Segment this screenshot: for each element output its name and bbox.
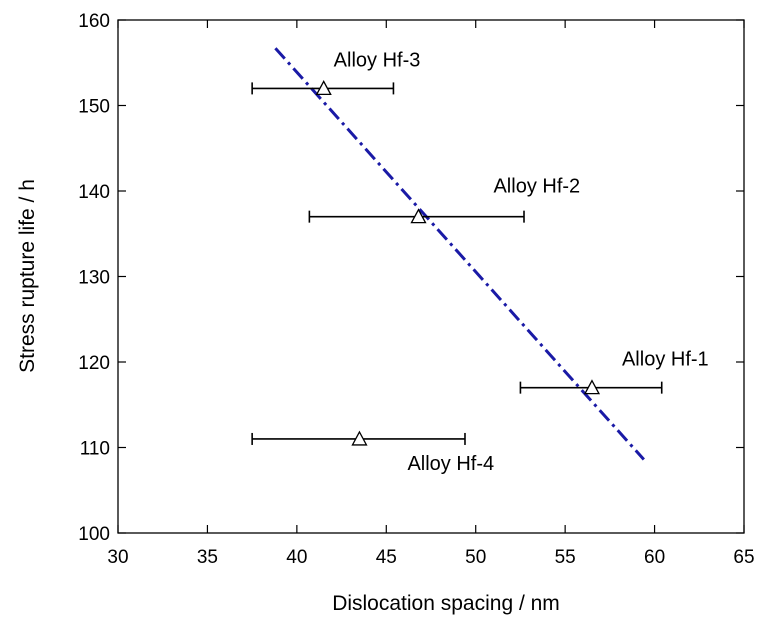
- y-tick-label: 160: [78, 11, 110, 32]
- point-label: Alloy Hf-3: [334, 49, 421, 71]
- x-tick-label: 65: [733, 547, 754, 568]
- y-tick-label: 130: [78, 268, 110, 289]
- annotations: Alloy Hf-1 Alloy Hf-2 Alloy Hf-3 Alloy Hf-4: [334, 49, 709, 475]
- x-tick-label: 50: [465, 547, 486, 568]
- data-points: [251, 80, 663, 446]
- x-axis-title: Dislocation spacing / nm: [332, 592, 560, 615]
- point-label: Alloy Hf-2: [493, 176, 580, 198]
- y-tick-label: 150: [78, 97, 110, 118]
- y-tick-label: 110: [80, 439, 110, 460]
- y-tick-label: 100: [78, 524, 110, 545]
- triangle-marker: [583, 379, 601, 395]
- x-tick-label: 30: [107, 547, 128, 568]
- triangle-marker: [410, 208, 427, 224]
- ticks: 30 35 40 45 50 55 60 65 100 110 120 130 140 150 160: [78, 11, 754, 568]
- fit-line-group: [274, 47, 645, 461]
- x-tick-label: 40: [286, 547, 307, 568]
- point-label: Alloy Hf-4: [407, 453, 494, 475]
- x-tick-label: 55: [555, 547, 576, 568]
- x-tick-label: 60: [644, 547, 665, 568]
- triangle-marker: [351, 430, 368, 446]
- y-axis-title: Stress rupture life / h: [16, 179, 39, 373]
- x-tick-label: 35: [197, 547, 218, 568]
- y-tick-label: 120: [78, 353, 110, 374]
- triangle-marker: [315, 80, 332, 96]
- y-tick-label: 140: [78, 182, 110, 203]
- point-label: Alloy Hf-1: [622, 349, 709, 371]
- x-tick-label: 45: [376, 547, 397, 568]
- fit-line: [274, 47, 645, 461]
